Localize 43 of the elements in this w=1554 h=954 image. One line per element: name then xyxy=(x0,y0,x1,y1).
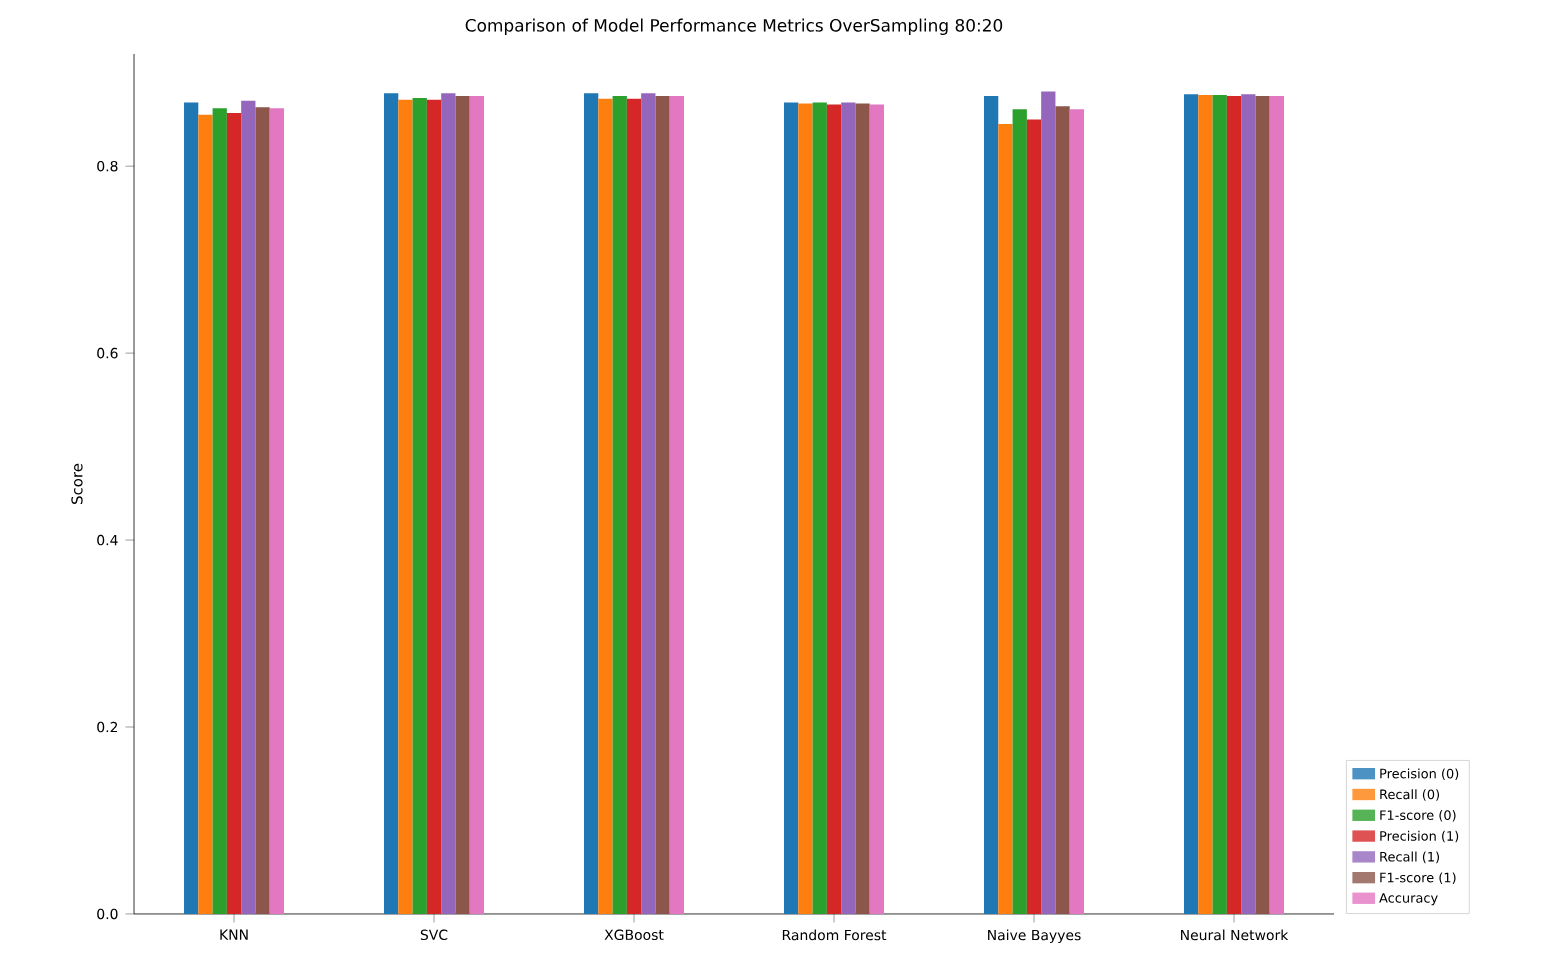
bar xyxy=(612,96,627,914)
bar xyxy=(255,107,270,914)
bar xyxy=(426,99,442,914)
bar xyxy=(1184,94,1199,914)
bar xyxy=(984,96,999,914)
bar xyxy=(198,114,213,914)
bar xyxy=(598,98,613,914)
bar xyxy=(1226,96,1242,914)
bar xyxy=(784,102,799,914)
bar xyxy=(841,102,856,914)
bar xyxy=(655,96,670,914)
bar xyxy=(469,96,485,914)
bar xyxy=(1269,96,1284,914)
chart-title: Comparison of Model Performance Metrics OverSampling 80:20 xyxy=(465,18,1003,35)
bar xyxy=(826,104,842,914)
bar xyxy=(584,93,599,914)
bar xyxy=(641,93,656,914)
bar xyxy=(412,97,427,914)
bar xyxy=(1041,91,1056,914)
bar xyxy=(1241,94,1256,914)
bar xyxy=(1069,109,1085,914)
bar xyxy=(1198,95,1213,914)
bar xyxy=(998,124,1013,914)
bar xyxy=(184,102,199,914)
bar xyxy=(869,104,885,914)
bar xyxy=(241,100,256,914)
bar xyxy=(798,103,813,914)
bar xyxy=(226,112,242,914)
bar xyxy=(269,108,285,914)
bar xyxy=(384,93,399,914)
bar xyxy=(626,98,642,914)
bar xyxy=(441,93,456,914)
bar xyxy=(398,99,413,914)
bar xyxy=(212,108,227,914)
bar xyxy=(669,96,685,914)
bar xyxy=(1012,109,1027,914)
bar xyxy=(1212,95,1227,914)
bar xyxy=(812,102,827,914)
bar xyxy=(1026,119,1042,914)
bar xyxy=(455,96,470,914)
bar xyxy=(855,103,870,914)
bar xyxy=(1055,106,1070,914)
bar xyxy=(1255,96,1270,914)
